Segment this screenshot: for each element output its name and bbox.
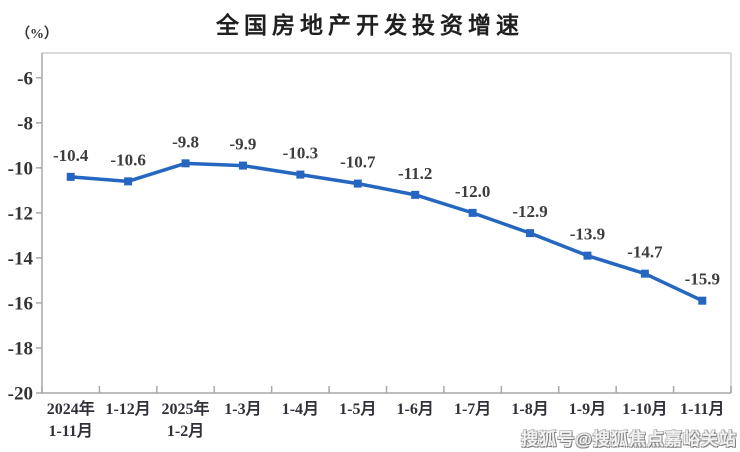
data-point-label: -15.9 <box>685 270 720 289</box>
data-point-marker <box>124 177 133 186</box>
data-point-label: -10.4 <box>53 146 89 165</box>
y-axis-tick-label: -20 <box>8 384 33 405</box>
x-axis-category-label: 2024年 1-11月 <box>47 399 95 440</box>
x-axis-category-label: 1-6月 <box>397 400 434 418</box>
x-axis-category-label: 1-3月 <box>224 400 261 418</box>
data-point-label: -10.7 <box>340 153 376 172</box>
data-point-marker <box>411 190 420 199</box>
x-axis-category-label: 1-12月 <box>105 400 150 418</box>
y-axis-tick-label: -18 <box>8 338 33 359</box>
y-axis-tick-label: -10 <box>8 158 33 179</box>
data-point-marker <box>526 229 535 238</box>
x-axis-category-label: 1-8月 <box>511 400 548 418</box>
chart-title: 全国房地产开发投资增速 <box>216 12 524 38</box>
data-point-marker <box>640 269 649 278</box>
data-point-marker <box>698 296 707 305</box>
y-axis-tick-label: -16 <box>8 293 33 314</box>
x-axis-category-label: 2025年 1-2月 <box>162 399 210 440</box>
data-point-label: -12.9 <box>512 202 547 221</box>
x-axis-category-label: 1-10月 <box>622 400 667 418</box>
y-axis-unit-label: （%） <box>16 27 58 42</box>
data-point-label: -12.0 <box>455 182 490 201</box>
data-point-label: -11.2 <box>398 164 432 183</box>
data-point-marker <box>353 179 362 188</box>
y-axis-tick-label: -6 <box>17 68 33 89</box>
data-point-label: -9.9 <box>229 135 256 154</box>
x-axis-category-label: 1-9月 <box>569 400 606 418</box>
data-point-label: -14.7 <box>627 243 663 262</box>
y-axis-tick-label: -14 <box>8 248 34 269</box>
y-axis-tick-label: -8 <box>17 113 33 134</box>
x-axis-category-label: 1-7月 <box>454 400 491 418</box>
watermark: 搜狐号@搜狐焦点嘉峪关站 <box>521 430 737 449</box>
data-point-label: -9.8 <box>172 132 199 151</box>
data-point-marker <box>296 170 305 179</box>
data-point-marker <box>238 161 247 170</box>
data-point-label: -13.9 <box>570 225 605 244</box>
y-axis-tick-label: -12 <box>8 203 33 224</box>
x-axis-category-label: 1-11月 <box>680 400 724 418</box>
data-point-marker <box>181 159 190 168</box>
x-axis-category-label: 1-5月 <box>339 400 376 418</box>
data-point-label: -10.3 <box>283 144 318 163</box>
data-point-label: -10.6 <box>110 150 145 169</box>
x-axis-category-label: 1-4月 <box>282 400 319 418</box>
series-line <box>68 161 705 303</box>
data-point-marker <box>66 172 75 181</box>
data-point-marker <box>583 251 592 260</box>
data-point-marker <box>468 208 477 217</box>
